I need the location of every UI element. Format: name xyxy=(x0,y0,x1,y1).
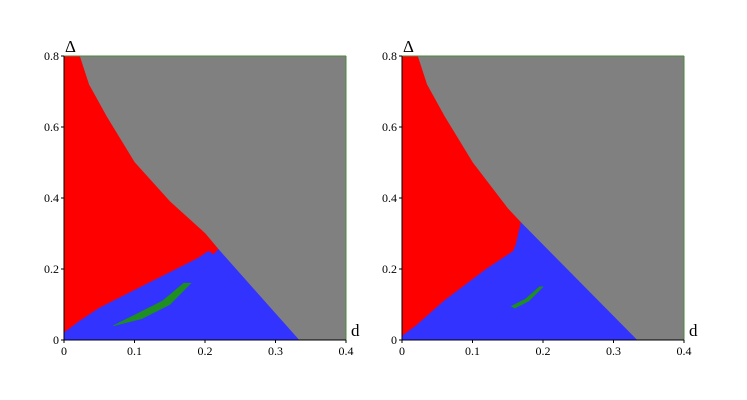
x-tick-label: 0 xyxy=(399,344,405,358)
y-tick-label: 0.8 xyxy=(382,49,397,63)
y-axis-label: Δ xyxy=(403,37,414,56)
y-tick-label: 0.8 xyxy=(44,49,59,63)
x-tick-label: 0.4 xyxy=(339,344,354,358)
x-tick-label: 0.2 xyxy=(198,344,213,358)
chart-panel-right: 0 0.1 0.2 0.3 0.4 0 0.2 0.4 0.6 0.8 Δd xyxy=(382,37,698,358)
y-tick-label: 0 xyxy=(53,333,59,347)
y-tick-label: 0.4 xyxy=(44,191,59,205)
y-tick-label: 0.4 xyxy=(382,191,397,205)
x-tick-label: 0.4 xyxy=(677,344,692,358)
chart-panel-left: 0 0.1 0.2 0.3 0.4 0 0.2 0.4 0.6 0.8 Δd xyxy=(44,37,360,358)
x-tick-label: 0.1 xyxy=(465,344,480,358)
y-tick-label: 0.2 xyxy=(382,262,397,276)
x-axis-label: d xyxy=(351,321,360,340)
region-blue xyxy=(63,249,300,341)
x-tick-label: 0.1 xyxy=(127,344,142,358)
y-tick-label: 0 xyxy=(391,333,397,347)
x-axis-label: d xyxy=(689,321,698,340)
region-blue xyxy=(401,222,638,341)
region-green xyxy=(510,286,544,309)
region-green xyxy=(113,282,192,327)
y-axis-label: Δ xyxy=(65,37,76,56)
x-tick-label: 0.3 xyxy=(268,344,283,358)
x-tick-label: 0.2 xyxy=(536,344,551,358)
x-tick-label: 0 xyxy=(61,344,67,358)
y-tick-label: 0.2 xyxy=(44,262,59,276)
y-tick-label: 0.6 xyxy=(382,120,397,134)
x-tick-label: 0.3 xyxy=(606,344,621,358)
y-tick-label: 0.6 xyxy=(44,120,59,134)
